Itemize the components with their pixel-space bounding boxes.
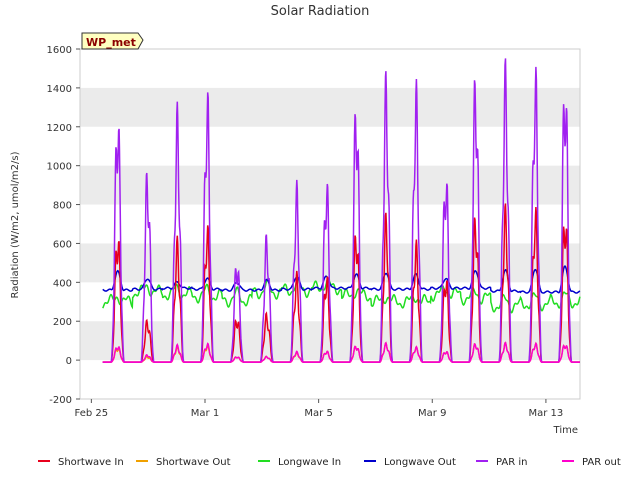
grid-band	[80, 243, 580, 283]
y-tick-label: 1000	[47, 162, 72, 173]
y-tick-label: 1200	[47, 123, 72, 134]
x-tick-label: Mar 1	[191, 408, 219, 419]
legend-label: Longwave Out	[384, 457, 456, 468]
series-layer	[102, 58, 581, 363]
station-badge: WP_met	[81, 32, 144, 50]
series-line-par-out	[102, 341, 580, 363]
plot-area	[79, 48, 581, 400]
grid-band	[80, 87, 580, 127]
x-axis: Feb 25 Mar 1 Mar 5 Mar 9 Mar 13	[75, 399, 564, 419]
y-axis-title: Radiation (W/m2, umol/m2/s)	[10, 151, 21, 298]
legend: Shortwave In Shortwave Out Longwave In Long…	[38, 457, 621, 468]
y-tick-label: 0	[66, 356, 72, 367]
y-tick-label: 200	[53, 317, 72, 328]
y-tick-label: 600	[53, 239, 72, 250]
legend-label: Longwave In	[278, 457, 341, 468]
x-tick-label: Mar 13	[529, 408, 564, 419]
x-axis-title: Time	[553, 425, 578, 436]
legend-label: PAR in	[496, 457, 527, 468]
x-tick-label: Feb 25	[75, 408, 109, 419]
badge-box	[81, 32, 144, 50]
badge-label: WP_met	[86, 36, 136, 49]
y-tick-label: 1400	[47, 84, 72, 95]
y-axis: -200 0 200 400 600 800 1000 1200 1400 1600	[47, 45, 80, 406]
grid-band	[80, 165, 580, 205]
legend-label: Shortwave Out	[156, 457, 231, 468]
x-tick-label: Mar 5	[304, 408, 332, 419]
y-tick-label: 800	[53, 201, 72, 212]
y-tick-label: -200	[49, 395, 72, 406]
x-tick-label: Mar 9	[418, 408, 446, 419]
y-tick-label: 1600	[47, 45, 72, 56]
chart-title: Solar Radiation	[271, 4, 370, 19]
y-tick-label: 400	[53, 278, 72, 289]
legend-label: Shortwave In	[58, 457, 124, 468]
legend-label: PAR out	[582, 457, 621, 468]
